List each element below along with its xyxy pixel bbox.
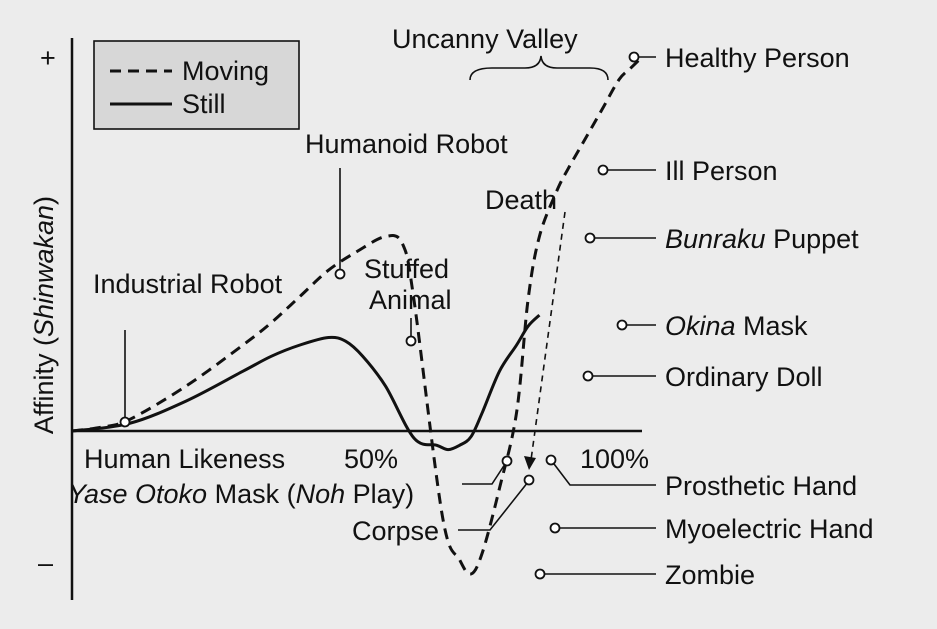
leader-prosthetic-hand xyxy=(550,459,656,486)
label-prosthetic-hand: Prosthetic Hand xyxy=(665,471,857,501)
series-moving-line xyxy=(71,55,644,576)
leader-lines xyxy=(124,56,656,575)
marker-myoelectric-hand xyxy=(549,522,561,534)
label-okina-rest: Mask xyxy=(736,311,809,341)
series-still-line xyxy=(71,313,541,452)
marker-healthy-person xyxy=(628,51,640,63)
label-healthy-person: Healthy Person xyxy=(665,43,850,73)
x-tick-50: 50% xyxy=(344,444,398,474)
marker-humanoid-robot xyxy=(334,268,346,280)
label-yase-noh: Noh xyxy=(296,479,346,509)
x-tick-100: 100% xyxy=(580,444,649,474)
marker-stuffed-animal xyxy=(405,335,417,347)
label-myoelectric-hand: Myoelectric Hand xyxy=(665,514,874,544)
label-stuffed-animal-line1: Stuffed xyxy=(364,254,449,284)
label-okina-mask: Okina Mask xyxy=(665,311,808,341)
marker-corpse xyxy=(523,474,535,486)
point-markers xyxy=(119,51,640,580)
y-axis-label-prefix: Affinity ( xyxy=(29,337,59,434)
label-bunraku-italic: Bunraku xyxy=(665,224,766,254)
label-yase-otoko: Yase Otoko Mask (Noh Play) xyxy=(68,479,414,509)
leader-yase-otoko xyxy=(462,460,508,485)
legend-still-label: Still xyxy=(182,89,226,119)
marker-ordinary-doll xyxy=(582,370,594,382)
marker-bunraku-puppet xyxy=(584,232,596,244)
marker-zombie xyxy=(534,568,546,580)
death-arrow-shaft xyxy=(530,211,566,461)
y-tick-plus: + xyxy=(40,43,56,73)
label-okina-italic: Okina xyxy=(665,311,736,341)
label-ill-person: Ill Person xyxy=(665,156,778,186)
x-axis-label: Human Likeness xyxy=(84,444,285,474)
legend-moving-label: Moving xyxy=(182,56,269,86)
leader-corpse xyxy=(458,481,529,531)
label-corpse: Corpse xyxy=(352,516,439,546)
y-axis-label-suffix: ) xyxy=(29,196,59,205)
death-label: Death xyxy=(485,185,557,215)
marker-industrial-robot xyxy=(119,416,131,428)
label-yase-end: Play) xyxy=(345,479,414,509)
label-stuffed-animal-line2: Animal xyxy=(369,285,452,315)
label-yase-italic: Yase Otoko xyxy=(68,479,207,509)
death-arrow-head xyxy=(524,456,536,470)
label-industrial-robot: Industrial Robot xyxy=(93,269,283,299)
y-tick-minus: – xyxy=(38,548,53,578)
label-zombie: Zombie xyxy=(665,560,755,590)
y-axis-label: Affinity (Shinwakan) xyxy=(29,196,59,434)
label-humanoid-robot: Humanoid Robot xyxy=(305,129,508,159)
label-bunraku-rest: Puppet xyxy=(766,224,860,254)
legend: Moving Still xyxy=(93,40,300,130)
marker-yase-otoko xyxy=(501,455,513,467)
label-yase-mid: Mask ( xyxy=(207,479,296,509)
marker-okina-mask xyxy=(616,319,628,331)
legend-box xyxy=(93,40,300,130)
marker-prosthetic-hand xyxy=(545,454,557,466)
marker-ill-person xyxy=(597,164,609,176)
uncanny-valley-brace xyxy=(469,55,609,81)
y-axis-label-italic: Shinwakan xyxy=(29,205,59,337)
label-bunraku-puppet: Bunraku Puppet xyxy=(665,224,859,254)
label-ordinary-doll: Ordinary Doll xyxy=(665,362,823,392)
uncanny-valley-label: Uncanny Valley xyxy=(392,24,578,54)
